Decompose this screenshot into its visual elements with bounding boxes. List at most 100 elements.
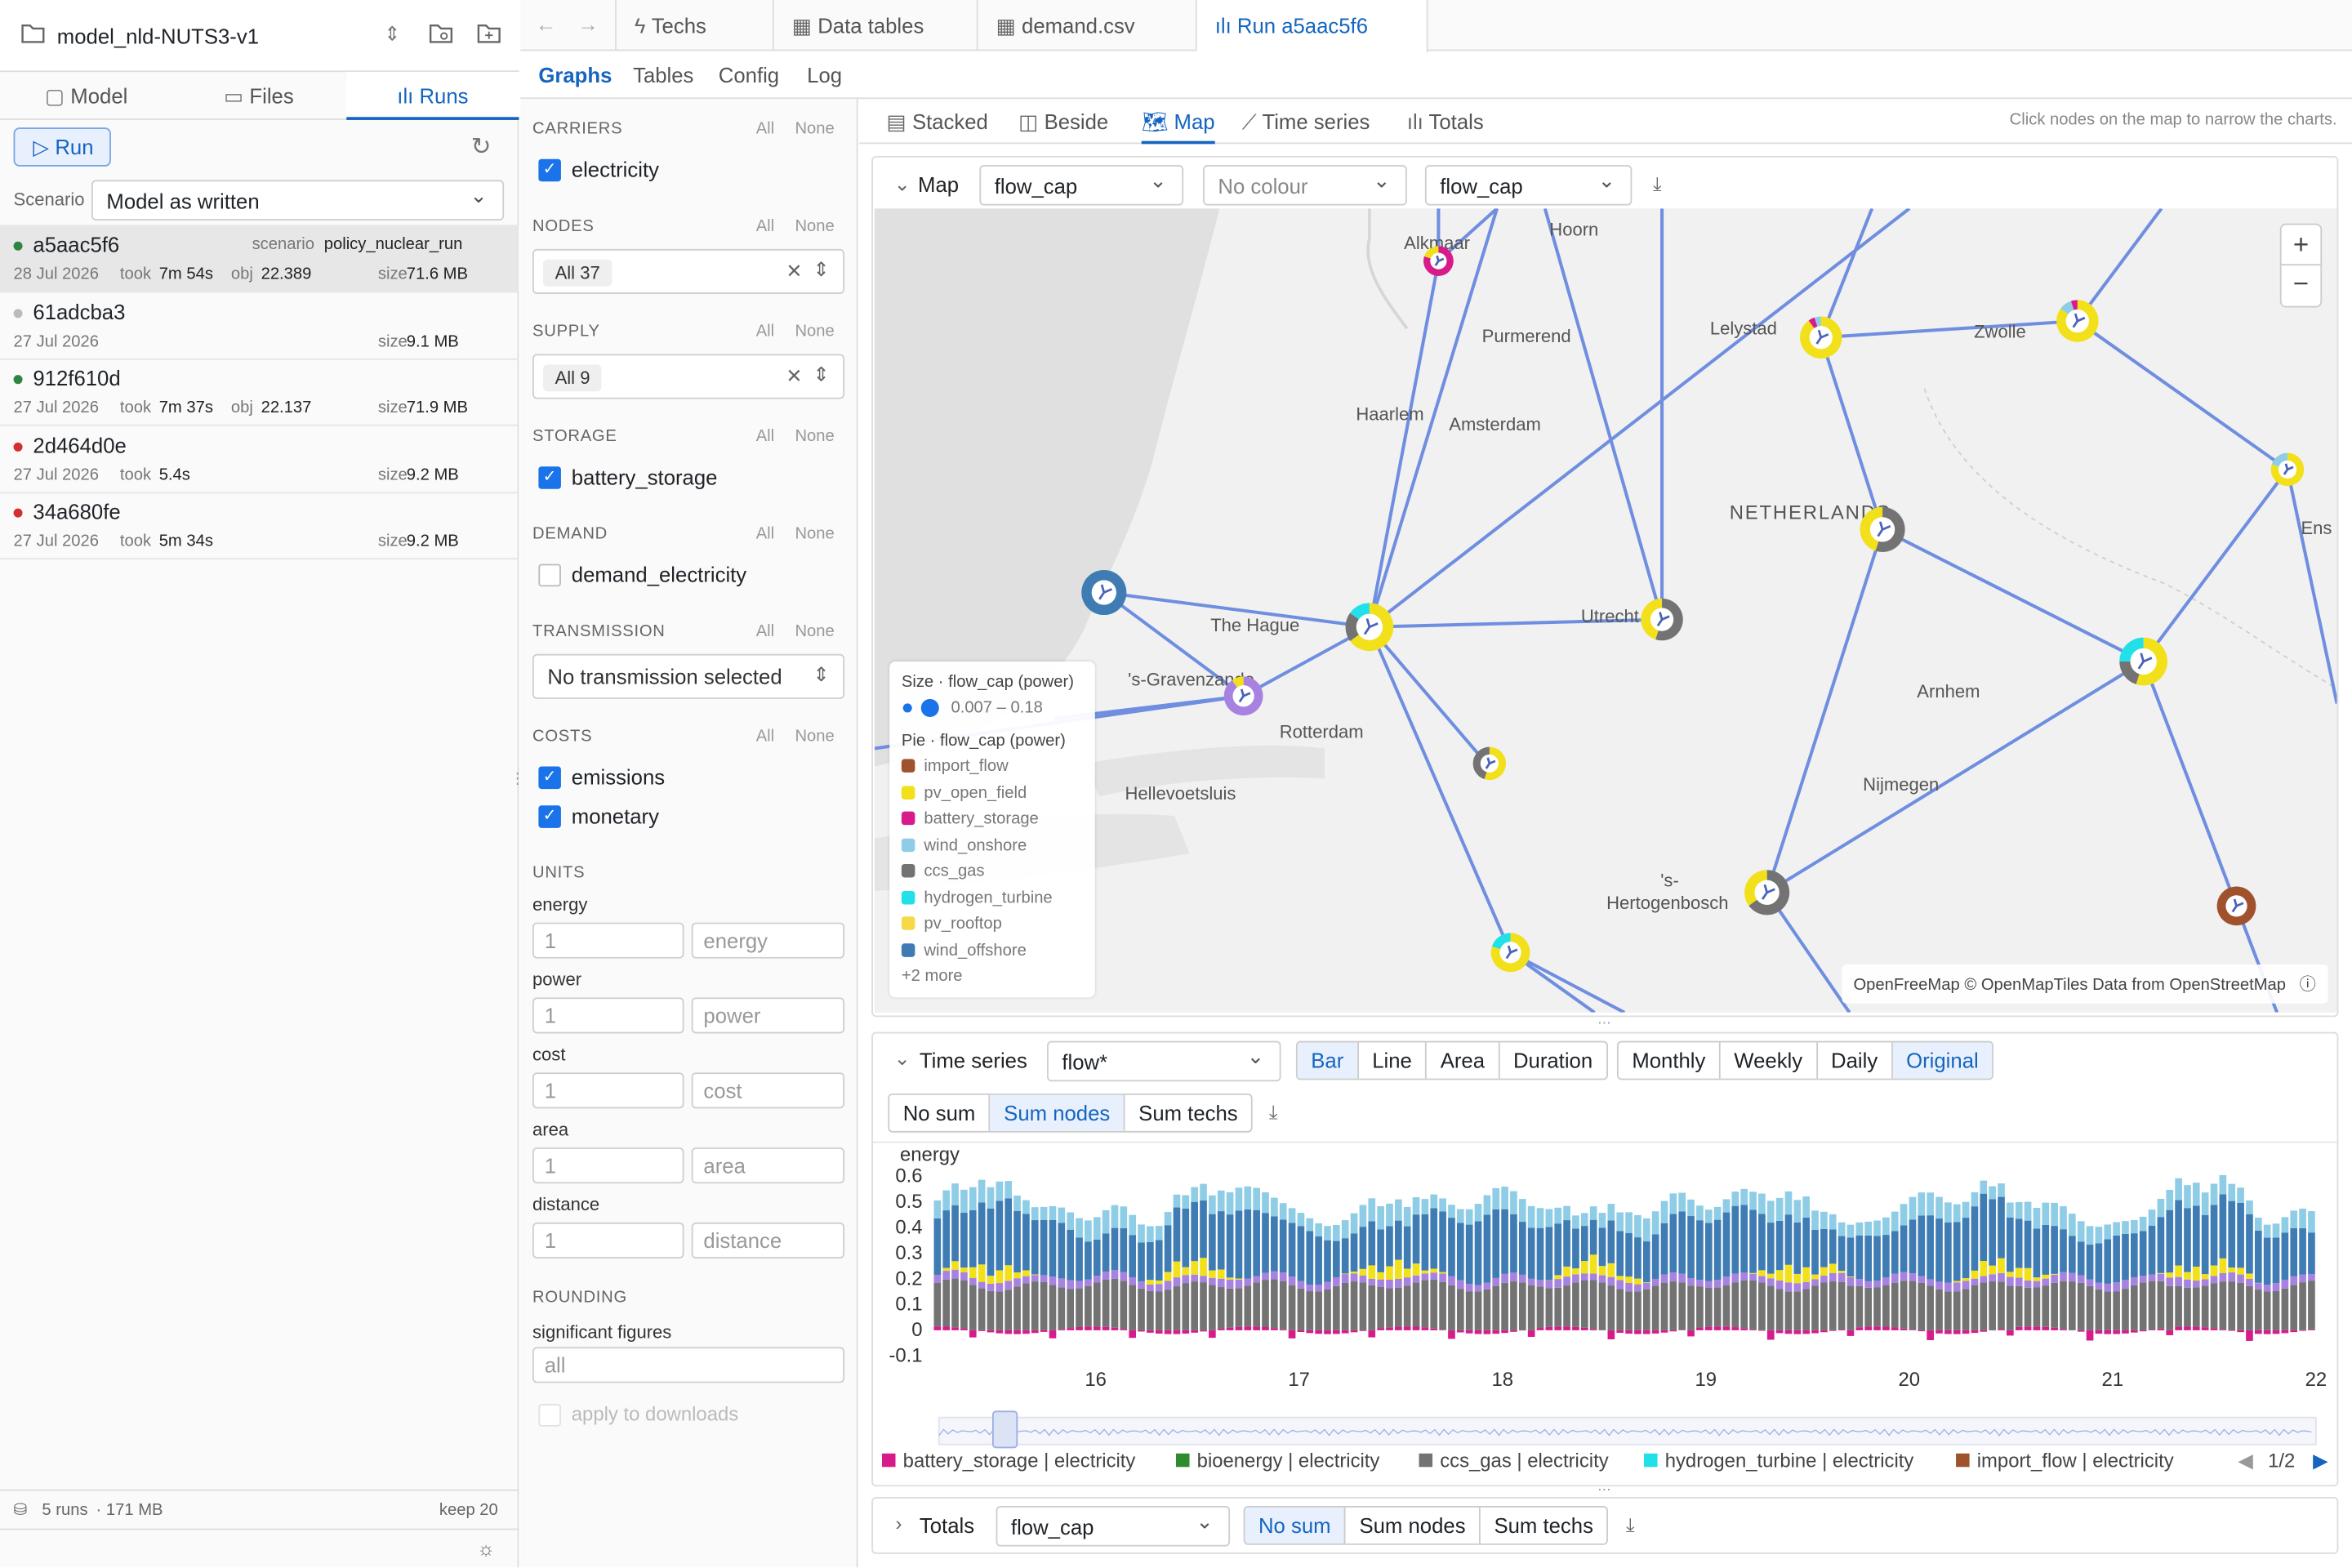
range-handle[interactable]: [991, 1410, 1018, 1449]
map-colour-select[interactable]: No colour: [1203, 161, 1407, 206]
map-node[interactable]: [1860, 506, 1905, 552]
unit-scale-input[interactable]: 1: [532, 1147, 684, 1184]
resolution-weekly[interactable]: Weekly: [1721, 1042, 1818, 1079]
tab-runs[interactable]: ılı Runs: [346, 72, 519, 120]
legend-prev-icon[interactable]: ◀: [2238, 1450, 2253, 1472]
carrier-electricity-checkbox[interactable]: ✓: [538, 158, 561, 182]
zoom-in-button[interactable]: +: [2281, 225, 2321, 266]
transmission-line[interactable]: [1820, 319, 2078, 340]
legend-next-icon[interactable]: ▶: [2313, 1450, 2328, 1472]
transmission-line[interactable]: [2142, 468, 2289, 663]
back-arrow-icon[interactable]: ←: [535, 11, 557, 37]
totals-sum-nodes[interactable]: Sum nodes: [1346, 1507, 1481, 1544]
zoom-out-button[interactable]: −: [2292, 268, 2310, 299]
map-node[interactable]: [2216, 886, 2256, 926]
chart-legend-item[interactable]: import_flow | electricity: [1956, 1450, 2174, 1472]
apply-downloads-checkbox[interactable]: [538, 1404, 561, 1427]
chart-legend-item[interactable]: ccs_gas | electricity: [1419, 1450, 1609, 1472]
run-row[interactable]: 61adcba3 27 Jul 2026 size 9.1 MB: [0, 292, 519, 359]
unit-scale-input[interactable]: 1: [532, 922, 684, 959]
run-button[interactable]: ▷ Run: [13, 127, 111, 167]
tab-data-tables[interactable]: ▦ Data tables: [774, 0, 978, 51]
unit-name-input[interactable]: distance: [691, 1222, 845, 1258]
unit-name-input[interactable]: area: [691, 1147, 845, 1184]
transmission-line[interactable]: [1369, 617, 1663, 629]
demand-none[interactable]: None: [795, 524, 835, 543]
map-node[interactable]: [1490, 933, 1530, 973]
transmission-line[interactable]: [1765, 528, 1884, 893]
transmission-line[interactable]: [1368, 208, 1911, 629]
transmission-line[interactable]: [1367, 208, 1499, 628]
transmission-line[interactable]: [1103, 590, 1370, 629]
subtab-log[interactable]: Log: [807, 63, 843, 87]
new-folder-icon[interactable]: [477, 23, 501, 48]
totals-sum-techs[interactable]: Sum techs: [1494, 1513, 1593, 1538]
tab-demand-csv[interactable]: ▦ demand.csv: [978, 0, 1197, 51]
transmission-line[interactable]: [1765, 891, 1851, 1013]
view-tab-timeseries[interactable]: ⟋ Time series: [1242, 99, 1370, 144]
transmission-line[interactable]: [1368, 626, 1512, 954]
map-node[interactable]: [1345, 603, 1394, 652]
carriers-all[interactable]: All: [755, 119, 775, 138]
cost-emissions-checkbox[interactable]: ✓: [538, 766, 561, 790]
transmission-line[interactable]: [2076, 319, 2289, 471]
sum-techs[interactable]: Sum techs: [1138, 1101, 1238, 1125]
map-node[interactable]: [1641, 598, 1683, 641]
timeseries-variable-select[interactable]: flow*: [1047, 1036, 1281, 1082]
unit-name-input[interactable]: energy: [691, 922, 845, 959]
transmission-line[interactable]: [1819, 208, 1874, 339]
unit-scale-input[interactable]: 1: [532, 1222, 684, 1258]
map-node[interactable]: [1744, 870, 1790, 915]
transmission-line[interactable]: [2285, 469, 2337, 704]
theme-toggle-icon[interactable]: ☼: [477, 1537, 495, 1561]
chart-type-bar[interactable]: Bar: [1297, 1042, 1359, 1079]
map-node[interactable]: [1423, 246, 1454, 276]
demand-electricity-checkbox[interactable]: [538, 564, 561, 587]
tab-model[interactable]: ▢ Model: [0, 72, 172, 120]
chevron-updown-icon[interactable]: ⇕: [384, 22, 401, 46]
download-icon[interactable]: ⤓: [1268, 1101, 1278, 1124]
unit-name-input[interactable]: cost: [691, 1072, 845, 1109]
transmission-line[interactable]: [1102, 590, 1245, 697]
transmission-line[interactable]: [1882, 528, 2145, 663]
transmission-line[interactable]: [2141, 661, 2238, 907]
collapse-chevron-icon[interactable]: ⌄: [893, 172, 911, 195]
run-row[interactable]: a5aac5f6 28 Jul 2026 took 7m 54s obj 22.389 si…: [0, 225, 519, 293]
resolution-monthly[interactable]: Monthly: [1619, 1042, 1721, 1079]
legend-item[interactable]: pv_open_field: [901, 784, 1027, 802]
resize-handle-icon[interactable]: ⋮: [510, 771, 525, 788]
transmission-line[interactable]: [1368, 626, 1488, 765]
transmission-select[interactable]: No transmission selected ⇕: [532, 653, 845, 699]
map-node[interactable]: [2119, 637, 2168, 686]
totals-variable-select[interactable]: flow_cap: [996, 1502, 1231, 1547]
legend-item[interactable]: ccs_gas: [901, 862, 985, 880]
costs-none[interactable]: None: [795, 727, 835, 746]
view-tab-totals[interactable]: ılı Totals: [1407, 99, 1484, 144]
legend-more[interactable]: +2 more: [901, 967, 963, 986]
supply-none[interactable]: None: [795, 322, 835, 341]
info-icon[interactable]: ⓘ: [2299, 976, 2316, 995]
transmission-line[interactable]: [1367, 261, 1441, 628]
sum-none[interactable]: No sum: [889, 1094, 991, 1131]
scenario-select[interactable]: Model as written: [91, 176, 505, 220]
chart-legend-item[interactable]: battery_storage | electricity: [881, 1450, 1135, 1472]
transmission-line[interactable]: [1509, 951, 1626, 1013]
carriers-none[interactable]: None: [795, 119, 835, 138]
chart-legend-item[interactable]: bioenergy | electricity: [1175, 1450, 1379, 1472]
totals-sum-none[interactable]: No sum: [1245, 1507, 1346, 1544]
supply-multiselect[interactable]: All 9 ✕ ⇕: [532, 354, 845, 399]
nodes-none[interactable]: None: [795, 217, 835, 236]
resize-handle-icon[interactable]: ⋯: [1597, 1015, 1611, 1031]
transmission-all[interactable]: All: [755, 622, 775, 641]
run-row[interactable]: 912f610d 27 Jul 2026 took 7m 37s obj 22.137 si…: [0, 359, 519, 426]
refresh-icon[interactable]: ↻: [470, 135, 492, 161]
unit-scale-input[interactable]: 1: [532, 997, 684, 1034]
view-tab-beside[interactable]: ◫ Beside: [1018, 99, 1108, 144]
open-folder-icon[interactable]: [429, 23, 453, 48]
range-slider[interactable]: [938, 1416, 2317, 1446]
chart-type-duration[interactable]: Duration: [1512, 1048, 1593, 1073]
tab-techs[interactable]: ϟ Techs: [615, 0, 774, 51]
download-icon[interactable]: ⤓: [1653, 172, 1662, 195]
subtab-graphs[interactable]: Graphs: [538, 63, 612, 87]
costs-all[interactable]: All: [755, 727, 775, 746]
